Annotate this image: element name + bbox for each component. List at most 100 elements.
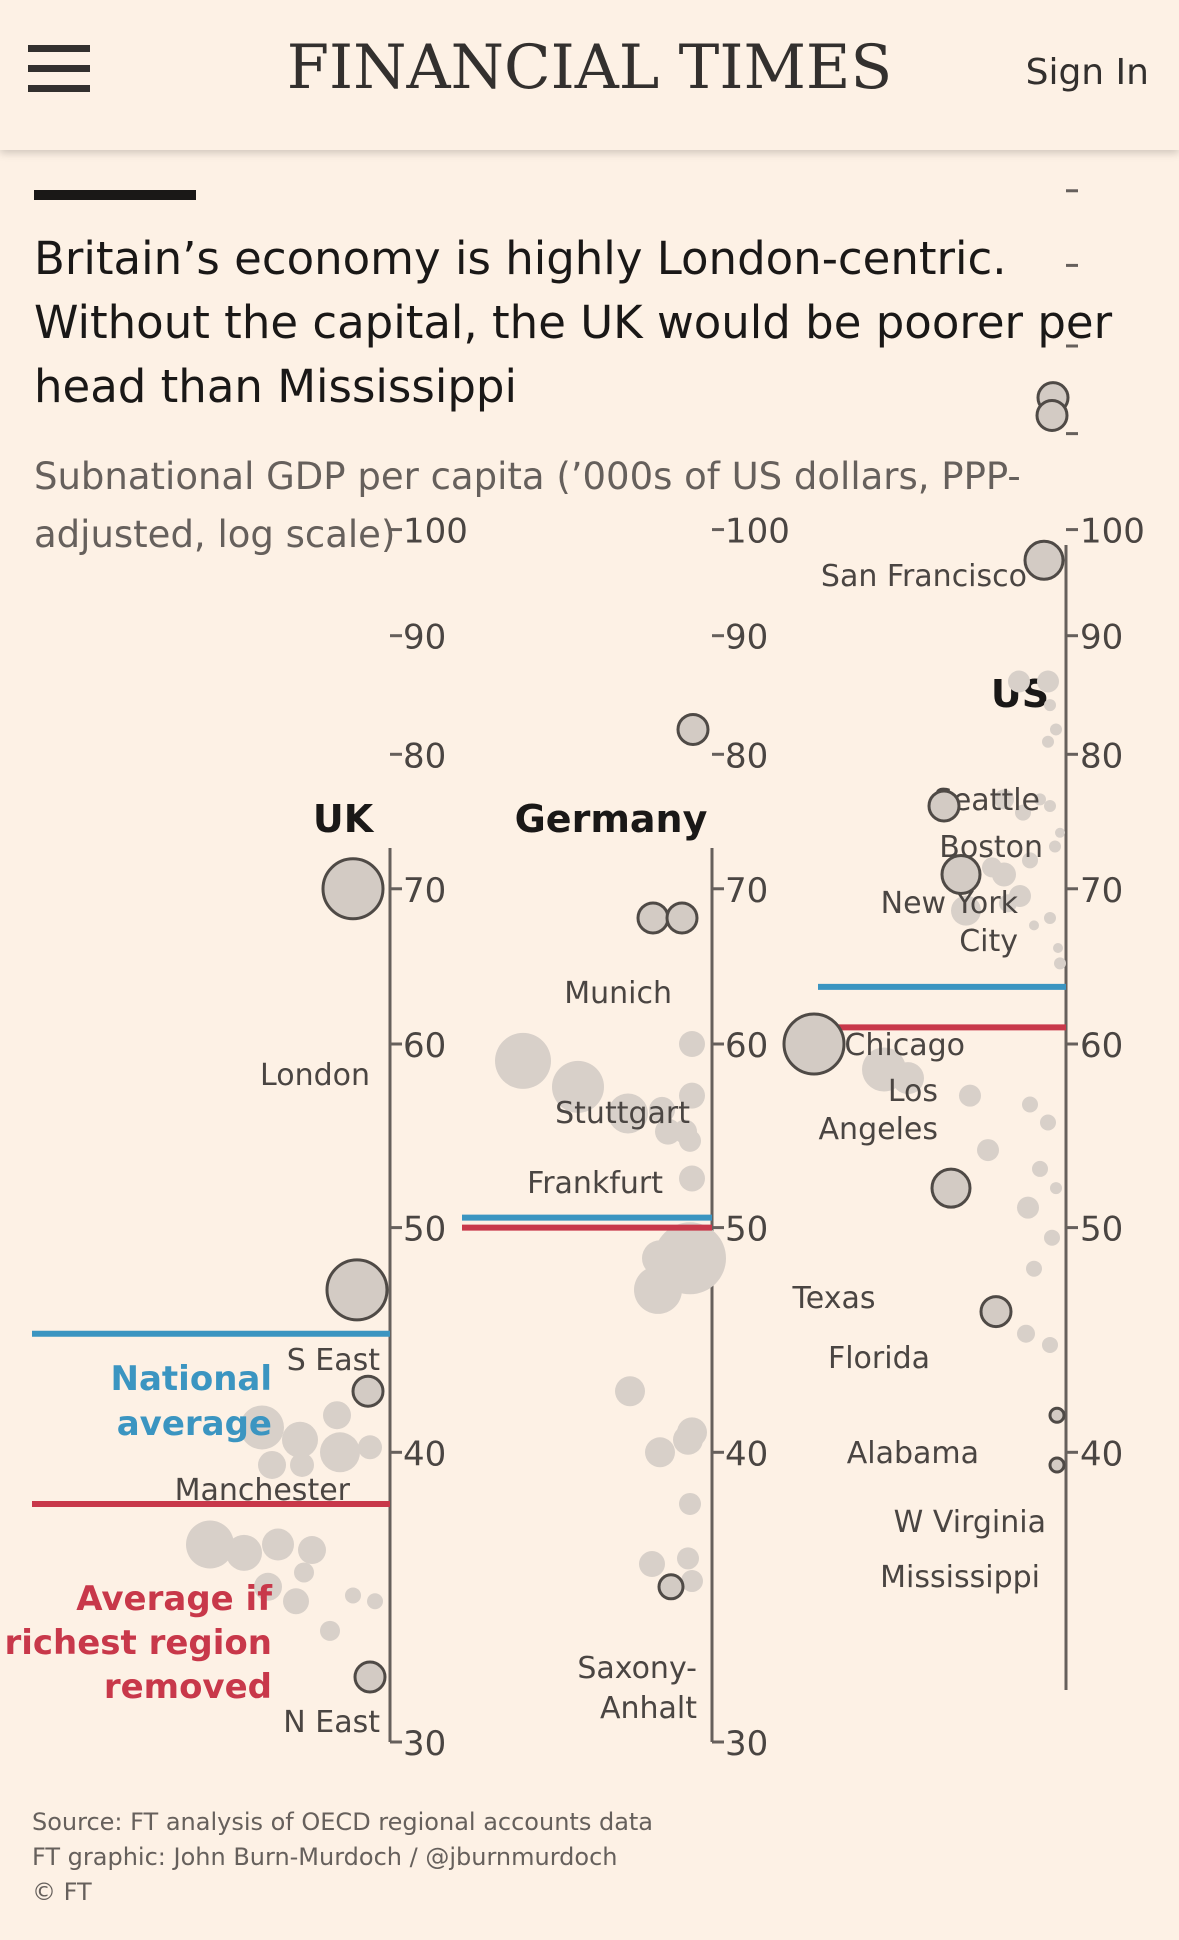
- panel-title-germany: Germany: [515, 797, 708, 841]
- hamburger-menu-icon[interactable]: [28, 45, 90, 93]
- region-dot-germany: [649, 1096, 675, 1123]
- region-dot-us: [1054, 957, 1066, 970]
- highlight-dot-saxony-anhalt: [657, 1573, 685, 1601]
- region-label-germany: Saxony-: [577, 1651, 697, 1686]
- region-dot-us: [1049, 840, 1061, 853]
- region-dot-us: [1017, 1324, 1035, 1343]
- region-dot-uk: [283, 1588, 309, 1615]
- source-note: Source: FT analysis of OECD regional acc…: [32, 1805, 653, 1910]
- region-dot-us: [951, 895, 981, 926]
- region-dot-uk: [282, 1421, 318, 1458]
- tick-label-germany: 30: [725, 1724, 768, 1764]
- region-dot-us: [1029, 920, 1039, 931]
- tick-label-uk: 30: [403, 1724, 446, 1764]
- region-dot-us: [999, 894, 1017, 913]
- highlight-dot-s-east: [325, 1258, 389, 1322]
- region-dot-us: [1042, 735, 1054, 748]
- region-dot-germany: [677, 1547, 699, 1570]
- region-label-us: Angeles: [819, 1112, 938, 1147]
- highlight-dot-w-virginia: [1048, 1406, 1066, 1424]
- national-average-label: National: [111, 1359, 272, 1399]
- region-dot-us: [1044, 699, 1056, 712]
- region-dot-us: [1015, 804, 1031, 821]
- region-label-us: Texas: [792, 1281, 876, 1316]
- region-dot-us: [1034, 793, 1046, 806]
- credit-line: FT graphic: John Burn-Murdoch / @jburnmu…: [32, 1843, 618, 1871]
- region-dot-uk: [345, 1587, 361, 1604]
- tick-label-us: 40: [1080, 1434, 1123, 1474]
- region-label-us: Los: [888, 1074, 938, 1109]
- region-dot-us: [1042, 1336, 1058, 1353]
- region-label-us: W Virginia: [894, 1505, 1046, 1540]
- region-label-us: Mississippi: [880, 1560, 1040, 1595]
- tick-label-us: 50: [1080, 1210, 1123, 1250]
- region-label-us: New York: [881, 886, 1019, 921]
- highlight-dot-chicago: [927, 789, 961, 823]
- region-label-us: Florida: [828, 1341, 930, 1376]
- national-average-label: average: [117, 1404, 272, 1444]
- region-dot-germany: [634, 1265, 682, 1314]
- region-dot-us: [1008, 670, 1030, 693]
- region-label-uk: N East: [283, 1705, 380, 1740]
- highlight-dot-new-york-city: [1023, 539, 1065, 581]
- highlight-dot-frankfurt: [665, 901, 699, 935]
- region-dot-uk: [320, 1620, 340, 1641]
- region-label-us: Chicago: [844, 1028, 965, 1063]
- region-label-germany: Anhalt: [600, 1691, 697, 1726]
- tick-label-uk: 60: [403, 1026, 446, 1066]
- region-dot-uk: [186, 1520, 234, 1569]
- region-dot-us: [1032, 1160, 1048, 1177]
- region-label-uk: S East: [287, 1343, 381, 1378]
- tick-label-us: 70: [1080, 871, 1123, 911]
- region-dot-germany: [677, 1417, 707, 1448]
- tick-label-germany: 50: [725, 1210, 768, 1250]
- headline-rule: [34, 190, 196, 200]
- region-dot-us: [892, 1062, 924, 1095]
- brand-logo[interactable]: FINANCIAL TIMES: [286, 32, 893, 103]
- sign-in-link[interactable]: Sign In: [1025, 52, 1149, 93]
- region-dot-us: [1050, 1182, 1062, 1195]
- region-dot-germany: [679, 1031, 705, 1058]
- tick-label-germany: 40: [725, 1434, 768, 1474]
- region-label-germany: Frankfurt: [527, 1166, 663, 1201]
- region-dot-us: [1055, 827, 1065, 838]
- highlight-dot-mississippi: [1048, 1456, 1066, 1474]
- region-dot-us: [1044, 1229, 1060, 1246]
- region-dot-germany: [679, 1129, 701, 1152]
- tick-label-uk: 80: [403, 736, 446, 776]
- tick-label-germany: 100: [725, 512, 790, 552]
- region-dot-germany: [615, 1376, 645, 1407]
- source-line: Source: FT analysis of OECD regional acc…: [32, 1808, 654, 1836]
- richest-removed-label: Average if: [76, 1579, 273, 1619]
- region-dot-us: [1050, 723, 1062, 736]
- tick-label-us: 100: [1080, 512, 1145, 552]
- region-dot-us: [1053, 943, 1063, 954]
- highlight-dot-alabama: [979, 1295, 1013, 1329]
- region-dot-germany: [655, 1118, 681, 1145]
- region-dot-uk: [323, 1401, 351, 1430]
- region-label-us: Alabama: [847, 1436, 979, 1471]
- tick-label-germany: 90: [725, 618, 768, 658]
- highlight-dot-boston: [1035, 398, 1069, 432]
- region-dot-uk: [294, 1562, 314, 1583]
- region-dot-us: [1044, 911, 1056, 924]
- tick-label-uk: 90: [403, 618, 446, 658]
- tick-label-germany: 80: [725, 736, 768, 776]
- region-dot-uk: [367, 1593, 383, 1610]
- tick-label-uk: 70: [403, 871, 446, 911]
- tick-label-uk: 40: [403, 1434, 446, 1474]
- tick-label-us: 80: [1080, 736, 1123, 776]
- region-dot-germany: [679, 1165, 705, 1192]
- region-dot-us: [1037, 670, 1059, 693]
- region-dot-us: [959, 1084, 981, 1107]
- tick-label-us: 60: [1080, 1026, 1123, 1066]
- tick-label-uk: 100: [403, 512, 468, 552]
- region-dot-germany: [645, 1437, 675, 1468]
- chart-headline: Britain’s economy is highly London-centr…: [34, 232, 1113, 413]
- highlight-dot-manchester: [351, 1374, 385, 1408]
- region-dot-uk: [290, 1452, 314, 1477]
- region-dot-us: [1044, 799, 1056, 812]
- region-label-uk: London: [260, 1058, 370, 1093]
- region-dot-us: [977, 1139, 999, 1162]
- panel-title-uk: UK: [313, 797, 375, 841]
